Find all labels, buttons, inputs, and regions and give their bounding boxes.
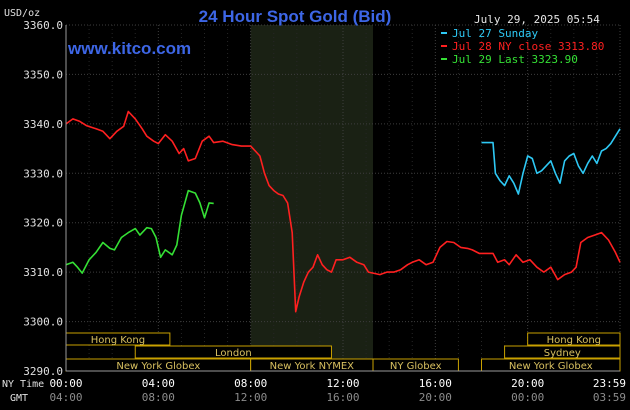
session-label: Hong Kong	[91, 335, 145, 346]
unit-label: USD/oz	[4, 8, 40, 19]
x-tick-label-ny: 23:59	[593, 377, 626, 390]
legend-item-jul28: Jul 28 NY close 3313.80	[452, 40, 604, 53]
x-tick-label-ny: 04:00	[142, 377, 175, 390]
series-line-1	[65, 189, 214, 274]
legend: Jul 27 Sunday Jul 28 NY close 3313.80 Ju…	[441, 27, 604, 66]
x-axis: 00:0004:0004:0008:0008:0012:0012:0016:00…	[49, 370, 626, 404]
chart-title: 24 Hour Spot Gold (Bid)	[199, 7, 392, 26]
x-tick-label-gmt: 08:00	[142, 391, 175, 404]
y-tick-label: 3290.0	[23, 365, 63, 378]
series-line-0	[65, 110, 621, 313]
legend-swatch-jul28	[441, 45, 447, 47]
x-tick-label-ny: 00:00	[49, 377, 82, 390]
x-tick-label-gmt: 04:00	[49, 391, 82, 404]
gmt-row-label: GMT	[10, 393, 28, 404]
y-axis: 3290.0 3300.0 3310.0 3320.0 3330.0 3340.0 3350…	[23, 19, 67, 378]
y-tick-label: 3350.0	[23, 68, 63, 81]
session-label: London	[215, 348, 252, 359]
x-tick-label-ny: 12:00	[326, 377, 359, 390]
x-tick-label-ny: 20:00	[511, 377, 544, 390]
series-line-2	[481, 128, 621, 195]
timestamp: July 29, 2025 05:54	[474, 13, 600, 26]
series-lines	[65, 110, 621, 313]
session-bars: Hong Kong Hong Kong London Sydney New York G…	[65, 332, 621, 372]
x-tick-label-gmt: 00:00	[511, 391, 544, 404]
legend-item-jul29: Jul 29 Last 3323.90	[452, 53, 578, 66]
y-tick-label: 3320.0	[23, 217, 63, 230]
y-tick-label: 3340.0	[23, 118, 63, 131]
x-tick-label-gmt: 20:00	[419, 391, 452, 404]
y-tick-label: 3310.0	[23, 266, 63, 279]
plot-background	[250, 25, 374, 371]
session-label: New York NYMEX	[270, 361, 355, 372]
session-label: Hong Kong	[547, 335, 601, 346]
x-tick-label-ny: 16:00	[419, 377, 452, 390]
session-label: New York Globex	[509, 361, 593, 372]
session-label: Sydney	[544, 348, 581, 359]
session-label: New York Globex	[116, 361, 200, 372]
x-tick-label-gmt: 16:00	[326, 391, 359, 404]
legend-item-jul27: Jul 27 Sunday	[452, 27, 538, 40]
legend-swatch-jul27	[441, 32, 447, 34]
y-tick-label: 3300.0	[23, 316, 63, 329]
ny-time-row-label: NY Time	[2, 379, 44, 390]
y-tick-label: 3360.0	[23, 19, 63, 32]
x-tick-label-gmt: 12:00	[234, 391, 267, 404]
session-bar	[504, 345, 621, 359]
grid-lines	[65, 24, 621, 372]
x-tick-label-gmt: 03:59	[593, 391, 626, 404]
session-label: NY Globex	[390, 361, 442, 372]
session-bar	[527, 332, 621, 346]
y-tick-label: 3330.0	[23, 167, 63, 180]
x-tick-label-ny: 08:00	[234, 377, 267, 390]
session-bar	[134, 345, 332, 359]
nymex-shaded-region	[250, 25, 374, 371]
legend-swatch-jul29	[441, 58, 447, 60]
site-watermark: www.kitco.com	[67, 39, 191, 58]
